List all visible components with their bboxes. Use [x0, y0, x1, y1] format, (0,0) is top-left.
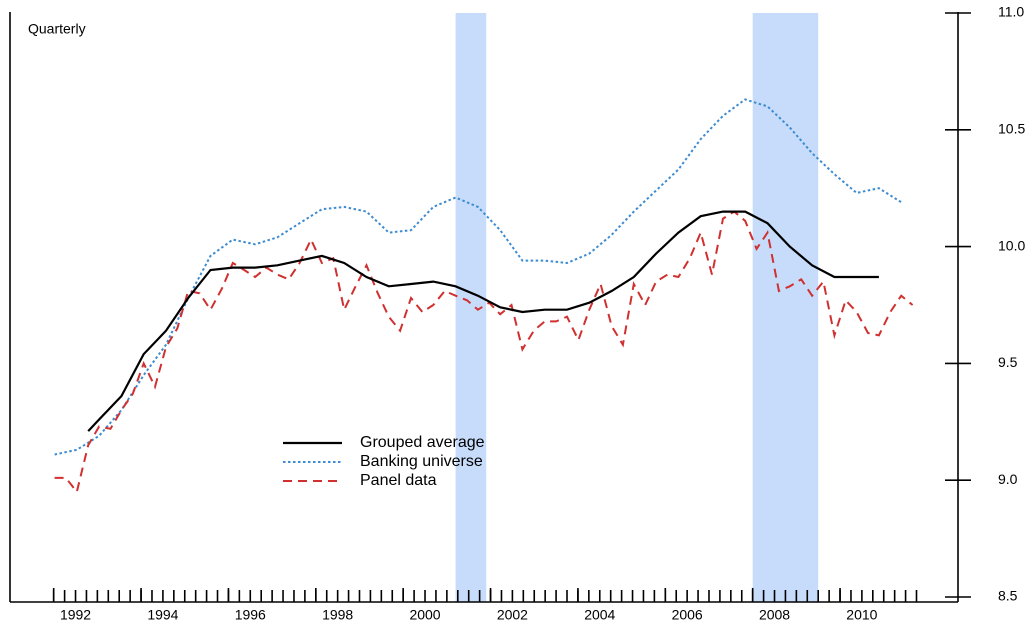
series-line	[54, 98, 902, 456]
y-tick-label: 9.5	[998, 354, 1018, 370]
x-tick-label: 1992	[60, 607, 91, 623]
x-tick-label: 2010	[846, 607, 877, 623]
legend-label: Grouped average	[360, 434, 485, 451]
x-tick-label: 1994	[147, 607, 178, 623]
y-tick-label: 9.0	[998, 471, 1018, 487]
x-tick-label: 2000	[409, 607, 440, 623]
y-tick-label: 10.5	[998, 121, 1025, 137]
legend: Grouped average Banking universe Panel dat…	[283, 434, 485, 489]
x-tick-label: 1996	[235, 607, 266, 623]
chart-subtitle: Quarterly	[28, 21, 86, 37]
series-line	[54, 210, 914, 495]
legend-label: Banking universe	[360, 453, 483, 470]
x-tick-label: 1998	[322, 607, 353, 623]
series-line	[87, 210, 879, 432]
y-tick-label: 10.0	[998, 237, 1025, 253]
y-tick-label: 8.5	[998, 588, 1018, 604]
x-tick-label: 2004	[584, 607, 615, 623]
y-tick-label: 11.0	[998, 4, 1024, 20]
shaded-period	[752, 13, 819, 602]
legend-label: Panel data	[360, 472, 437, 489]
x-tick-label: 2006	[672, 607, 703, 623]
x-tick-label: 2002	[497, 607, 528, 623]
x-tick-label: 2008	[759, 607, 790, 623]
